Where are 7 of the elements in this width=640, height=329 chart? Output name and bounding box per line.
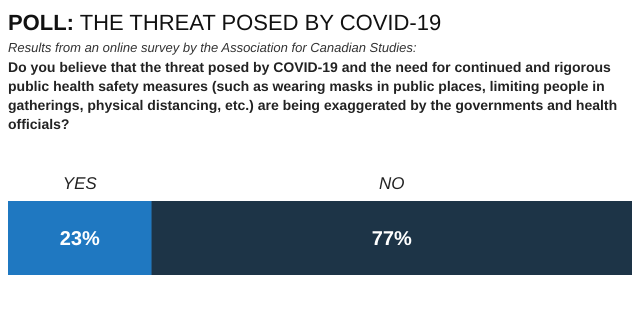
data-label: 77%	[372, 228, 412, 250]
series-label: YES	[62, 174, 98, 193]
series-label: NO	[379, 174, 405, 193]
text: Do you believe that the threat posed by COVID-19 and the need for continued and rigorous public health safety measures (such as wearing masks in public places, limiting people in gatherings, physical distancing, etc.) are being exaggerated by the governments and health officials?	[8, 59, 618, 132]
data-label: 23%	[60, 228, 100, 250]
chart-title: POLL: THE THREAT POSED BY COVID-19	[8, 10, 442, 35]
chart-subtitle: Results from an online survey by the Association for Canadian Studies:	[8, 40, 417, 55]
